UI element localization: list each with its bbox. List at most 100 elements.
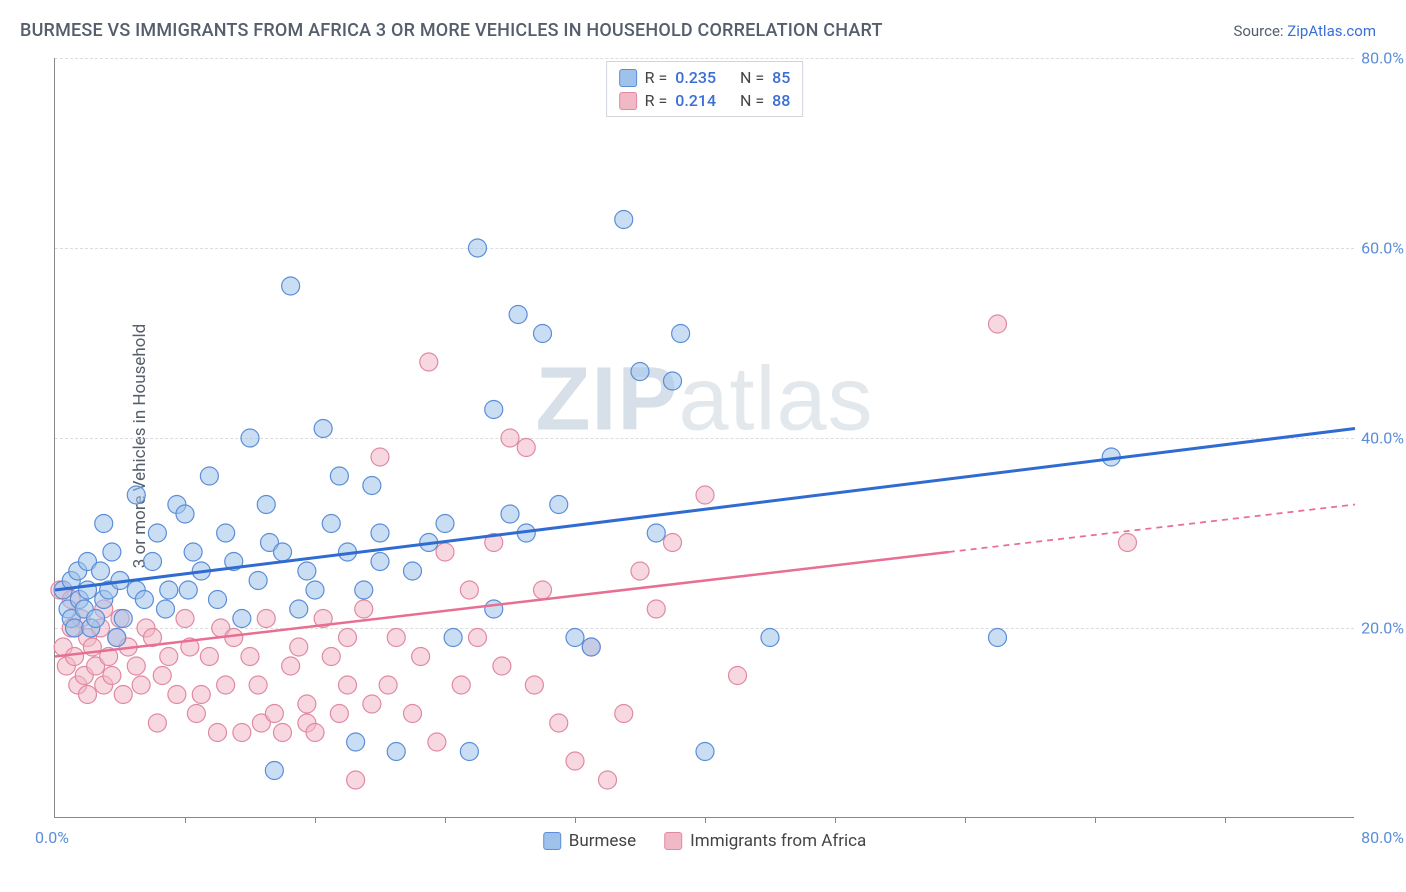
data-point — [209, 591, 227, 609]
y-tick-label: 60.0% — [1361, 239, 1404, 258]
data-point — [217, 676, 235, 694]
data-point — [160, 581, 178, 599]
data-point — [631, 562, 649, 580]
data-point — [265, 762, 283, 780]
legend-swatch-2 — [664, 832, 682, 850]
data-point — [200, 467, 218, 485]
data-point — [249, 572, 267, 590]
data-point — [127, 486, 145, 504]
x-axis-min-label: 0.0% — [35, 828, 69, 847]
n-label-2: N = — [740, 91, 764, 110]
data-point — [79, 686, 97, 704]
data-point — [322, 515, 340, 533]
data-point — [103, 667, 121, 685]
data-point — [209, 724, 227, 742]
data-point — [517, 439, 535, 457]
n-label-1: N = — [740, 68, 764, 87]
data-point — [444, 629, 462, 647]
data-point — [314, 420, 332, 438]
data-point — [114, 686, 132, 704]
data-point — [168, 686, 186, 704]
data-point — [460, 581, 478, 599]
data-point — [566, 629, 584, 647]
r-value-1: 0.235 — [675, 68, 716, 87]
data-point — [298, 695, 316, 713]
data-point — [265, 705, 283, 723]
data-point — [989, 629, 1007, 647]
data-point — [179, 581, 197, 599]
data-point — [233, 724, 251, 742]
data-point — [664, 534, 682, 552]
data-point — [696, 743, 714, 761]
data-point — [989, 315, 1007, 333]
data-point — [200, 648, 218, 666]
data-point — [330, 705, 348, 723]
data-point — [187, 705, 205, 723]
data-point — [108, 629, 126, 647]
data-point — [144, 553, 162, 571]
data-point — [469, 629, 487, 647]
data-point — [501, 505, 519, 523]
data-point — [428, 733, 446, 751]
data-point — [132, 676, 150, 694]
data-point — [534, 325, 552, 343]
data-point — [371, 553, 389, 571]
y-tick-label: 20.0% — [1361, 619, 1404, 638]
legend-swatch-1 — [543, 832, 561, 850]
data-point — [696, 486, 714, 504]
data-point — [249, 676, 267, 694]
data-point — [371, 448, 389, 466]
data-point — [404, 562, 422, 580]
data-point — [274, 543, 292, 561]
data-point — [282, 657, 300, 675]
swatch-series-1 — [619, 69, 637, 87]
data-point — [153, 667, 171, 685]
data-point — [452, 676, 470, 694]
data-point — [160, 648, 178, 666]
data-point — [87, 610, 105, 628]
data-point — [339, 676, 357, 694]
bottom-legend: Burmese Immigrants from Africa — [543, 831, 867, 851]
data-point — [176, 610, 194, 628]
data-point — [379, 676, 397, 694]
data-point — [363, 477, 381, 495]
data-point — [92, 562, 110, 580]
r-label-1: R = — [645, 68, 668, 87]
data-point — [339, 629, 357, 647]
data-point — [347, 771, 365, 789]
data-point — [274, 724, 292, 742]
data-point — [355, 600, 373, 618]
data-point — [729, 667, 747, 685]
data-point — [363, 695, 381, 713]
data-point — [672, 325, 690, 343]
data-point — [241, 648, 259, 666]
data-point — [647, 524, 665, 542]
data-point — [290, 600, 308, 618]
stats-box: R = 0.235 N = 85 R = 0.214 N = 88 — [606, 61, 804, 117]
data-point — [647, 600, 665, 618]
data-point — [460, 743, 478, 761]
data-point — [436, 515, 454, 533]
source-link[interactable]: ZipAtlas.com — [1287, 22, 1376, 40]
data-point — [509, 306, 527, 324]
legend-item-1: Burmese — [543, 831, 636, 851]
data-point — [157, 600, 175, 618]
data-point — [412, 648, 430, 666]
data-point — [664, 372, 682, 390]
data-point — [66, 619, 84, 637]
data-point — [355, 581, 373, 599]
data-point — [371, 524, 389, 542]
stats-row-1: R = 0.235 N = 85 — [619, 66, 791, 89]
data-point — [282, 277, 300, 295]
data-point — [114, 610, 132, 628]
data-point — [233, 610, 251, 628]
data-point — [436, 543, 454, 561]
stats-row-2: R = 0.214 N = 88 — [619, 89, 791, 112]
data-point — [1119, 534, 1137, 552]
data-point — [534, 581, 552, 599]
data-point — [306, 581, 324, 599]
data-point — [330, 467, 348, 485]
n-value-2: 88 — [772, 91, 790, 110]
data-point — [176, 505, 194, 523]
y-tick-label: 80.0% — [1361, 49, 1404, 68]
